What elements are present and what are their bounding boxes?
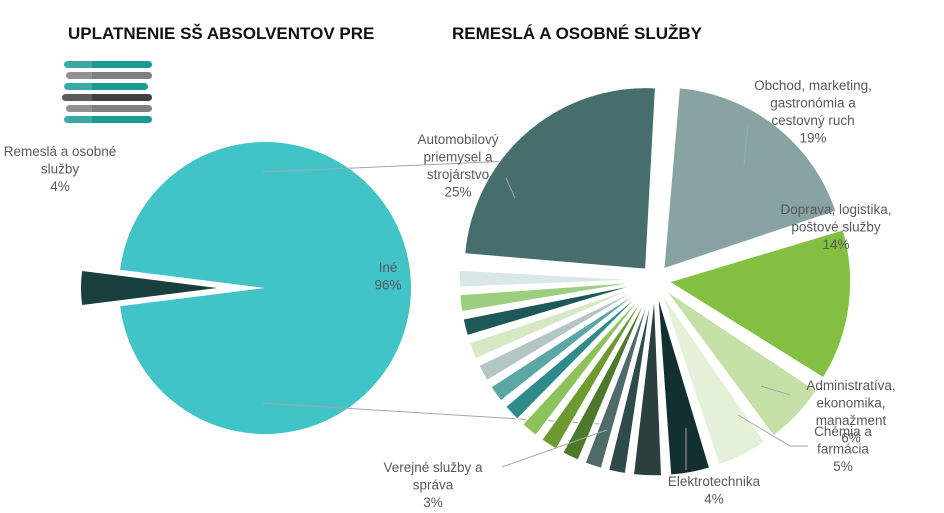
data-label-obchod: Obchod, marketing, gastronómia a cestovný … bbox=[754, 78, 872, 146]
leader-verejne bbox=[501, 429, 608, 468]
slice-remesla bbox=[80, 270, 217, 306]
slice-verejne bbox=[632, 293, 663, 477]
data-label-verejne: Verejné služby a správa 3% bbox=[383, 460, 483, 510]
data-label-line: 19% bbox=[799, 131, 826, 146]
data-label-chemia: Chémia a farmácia 5% bbox=[814, 424, 872, 474]
data-label-line: priemysel a bbox=[423, 150, 493, 165]
data-label-line: 6% bbox=[841, 431, 861, 446]
slice-small-6 bbox=[504, 288, 646, 421]
slice-doprava bbox=[667, 228, 852, 380]
slice-small-3 bbox=[561, 292, 650, 462]
slice-chemia bbox=[660, 292, 766, 467]
data-label-line: 14% bbox=[822, 237, 849, 252]
data-label-line: strojárstvo bbox=[427, 167, 489, 182]
data-label-elektro: Elektrotechnika 4% bbox=[668, 474, 761, 507]
data-label-line: 3% bbox=[423, 495, 443, 510]
data-label-ine: Iné 96% bbox=[374, 260, 401, 293]
leader-obchod bbox=[743, 124, 749, 166]
data-label-line: 4% bbox=[704, 492, 724, 507]
slice-small-11 bbox=[458, 280, 642, 313]
data-label-doprava: Doprava, logistika, poštové služby 14% bbox=[780, 202, 891, 252]
slice-small-4 bbox=[540, 291, 649, 451]
data-label-line: manažment bbox=[816, 413, 887, 428]
chart-title-right: REMESLÁ A OSOBNÉ SLUŽBY bbox=[452, 24, 702, 43]
slice-small-10 bbox=[462, 282, 642, 337]
data-label-line: Remeslá a osobné bbox=[4, 144, 117, 159]
slice-small-12 bbox=[458, 269, 642, 289]
data-label-line: Doprava, logistika, bbox=[780, 202, 891, 217]
data-label-admin: Administratíva, ekonomika, manažment 6% bbox=[806, 378, 895, 446]
slice-small-5 bbox=[521, 290, 647, 437]
leader-admin bbox=[760, 385, 791, 396]
data-label-line: 25% bbox=[444, 185, 471, 200]
slice-small-8 bbox=[477, 285, 644, 382]
data-label-line: Chémia a bbox=[814, 424, 872, 439]
data-label-line: poštové služby bbox=[791, 220, 881, 235]
data-label-line: 5% bbox=[833, 459, 853, 474]
data-label-auto: Automobilový priemysel a strojárstvo 25% bbox=[417, 132, 498, 200]
leader-auto bbox=[505, 177, 516, 199]
data-label-remesla: Remeslá a osobné služby 4% bbox=[4, 144, 117, 194]
slice-small-9 bbox=[468, 284, 643, 360]
data-label-line: 96% bbox=[374, 278, 401, 293]
data-label-line: služby bbox=[41, 162, 80, 177]
slice-small-2 bbox=[583, 293, 652, 470]
data-label-line: Verejné služby a bbox=[383, 460, 483, 475]
slice-obchod bbox=[662, 86, 838, 271]
leader-chemia bbox=[737, 414, 808, 447]
data-label-line: Obchod, marketing, bbox=[754, 78, 872, 93]
data-label-line: Iné bbox=[379, 260, 398, 275]
slice-elektro bbox=[656, 293, 711, 477]
chart-title-left: UPLATNENIE SŠ ABSOLVENTOV PRE bbox=[68, 24, 375, 43]
slice-small-1 bbox=[607, 293, 654, 475]
data-label-line: správa bbox=[413, 478, 454, 493]
data-label-line: Elektrotechnika bbox=[668, 474, 761, 489]
data-label-line: 4% bbox=[50, 179, 70, 194]
data-label-line: gastronómia a bbox=[770, 96, 856, 111]
data-label-line: farmácia bbox=[817, 442, 869, 457]
data-label-line: Administratíva, bbox=[806, 378, 895, 393]
slice-small-7 bbox=[489, 287, 645, 403]
slice-ine bbox=[120, 142, 411, 435]
slice-auto bbox=[463, 86, 657, 271]
data-label-line: cestovný ruch bbox=[771, 113, 854, 128]
data-label-line: Automobilový bbox=[417, 132, 498, 147]
logo-icon bbox=[62, 61, 152, 123]
data-label-line: ekonomika, bbox=[816, 396, 885, 411]
